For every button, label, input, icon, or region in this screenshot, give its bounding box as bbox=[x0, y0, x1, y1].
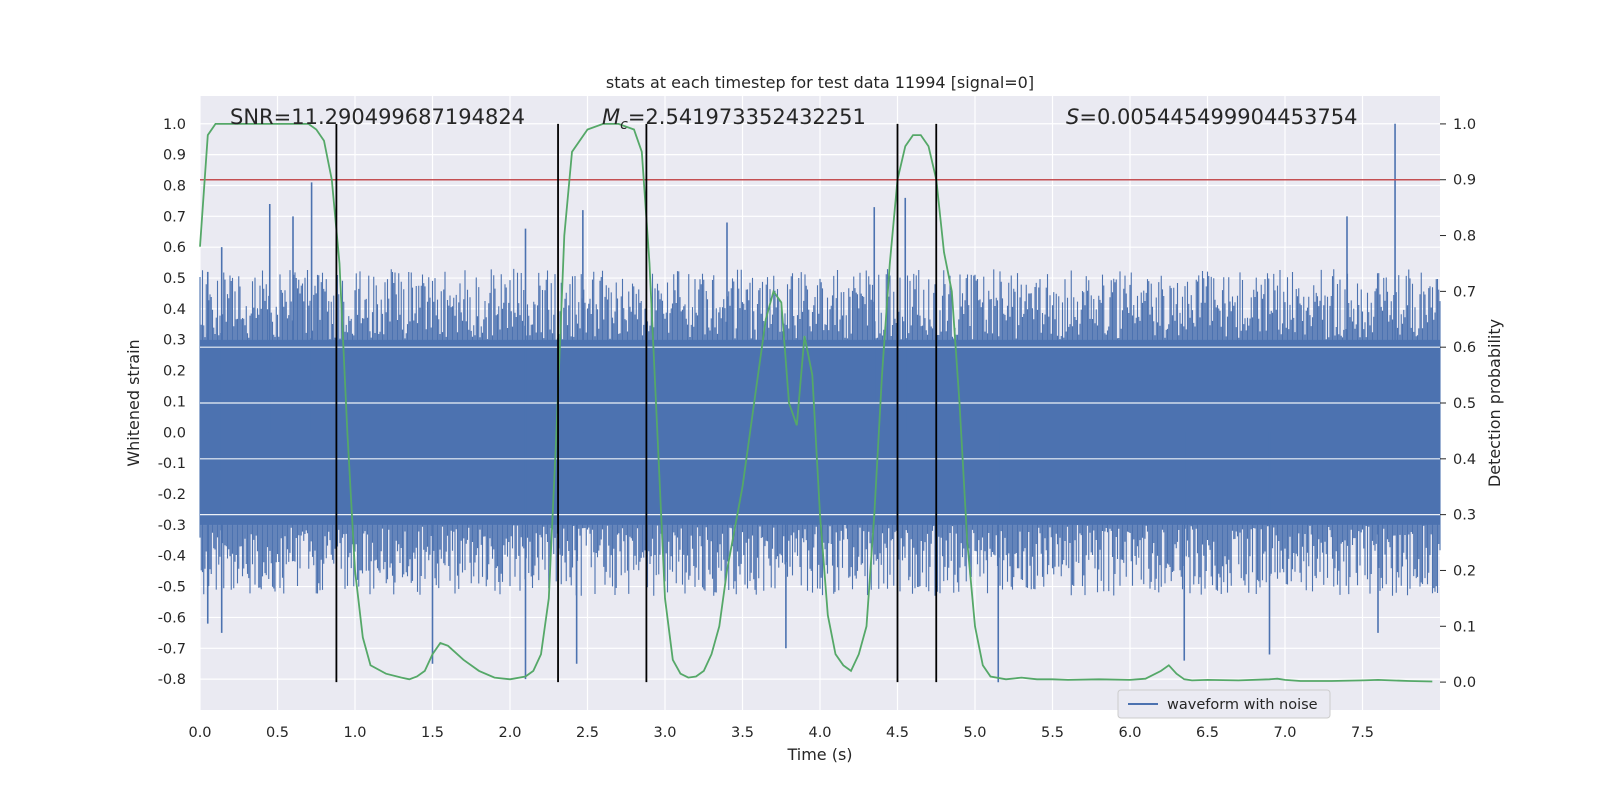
y-left-tick-label: -0.4 bbox=[158, 549, 186, 565]
probability-layer bbox=[199, 123, 1433, 683]
x-tick-label: 5.5 bbox=[1041, 725, 1064, 741]
y-left-tick-label: 0.0 bbox=[163, 425, 186, 441]
y-left-tick-label: -0.6 bbox=[158, 610, 186, 626]
vertical-markers bbox=[335, 123, 938, 683]
legend-label: waveform with noise bbox=[1167, 697, 1318, 713]
y-right-tick-label: 0.7 bbox=[1453, 284, 1476, 300]
x-tick-label: 4.5 bbox=[886, 725, 909, 741]
snr-annotation: SNR=11.290499687194824 bbox=[230, 105, 525, 129]
y-left-tick-label: -0.5 bbox=[158, 580, 186, 596]
y-left-tick-label: 1.0 bbox=[163, 117, 186, 133]
x-tick-label: 7.5 bbox=[1351, 725, 1374, 741]
y-right-tick-label: 0.9 bbox=[1453, 173, 1476, 189]
x-axis-label: Time (s) bbox=[786, 745, 852, 764]
legend-box bbox=[1117, 689, 1331, 719]
y-right-tick-label: 0.8 bbox=[1453, 229, 1476, 245]
y-left-tick-label: 0.9 bbox=[163, 148, 186, 164]
x-tick-label: 0.0 bbox=[188, 725, 211, 741]
y-right-tick-label: 0.5 bbox=[1453, 396, 1476, 412]
y-left-tick-label: 0.6 bbox=[163, 240, 186, 256]
y-left-tick-label: 0.7 bbox=[163, 209, 186, 225]
y-left-tick-label: 0.2 bbox=[163, 364, 186, 380]
y-axis-label-left: Whitened strain bbox=[124, 339, 143, 466]
x-tick-label: 5.0 bbox=[963, 725, 986, 741]
probability-line bbox=[199, 123, 1433, 683]
y-right-tick-label: 0.1 bbox=[1453, 619, 1476, 635]
chart-title: stats at each timestep for test data 119… bbox=[606, 73, 1034, 92]
y-left-tick-label: 0.5 bbox=[163, 271, 186, 287]
y-right-tick-label: 0.6 bbox=[1453, 340, 1476, 356]
y-right-tick-label: 0.2 bbox=[1453, 563, 1476, 579]
ticks: 0.0 0.5 1.0 1.5 2.0 2.5 3.0 3.5 4.0 4.5 5.0 5.5 6.0 6… bbox=[158, 117, 1476, 741]
mc-annotation: Mc=2.541973352432251 bbox=[602, 105, 866, 133]
waveform-series bbox=[199, 123, 1441, 683]
y-left-tick-label: -0.1 bbox=[158, 456, 186, 472]
y-left-tick-label: 0.1 bbox=[163, 394, 186, 410]
x-tick-label: 2.0 bbox=[498, 725, 521, 741]
y-left-tick-label: -0.8 bbox=[158, 672, 186, 688]
y-axis-label-right: Detection probability bbox=[1485, 319, 1504, 487]
legend: waveform with noise bbox=[1117, 689, 1331, 719]
x-tick-label: 7.0 bbox=[1273, 725, 1296, 741]
x-tick-label: 6.0 bbox=[1118, 725, 1141, 741]
x-tick-label: 1.0 bbox=[343, 725, 366, 741]
y-left-tick-label: -0.3 bbox=[158, 518, 186, 534]
x-tick-label: 0.5 bbox=[266, 725, 289, 741]
y-left-tick-label: -0.7 bbox=[158, 641, 186, 657]
s-annotation: S=0.005445499904453754 bbox=[1066, 105, 1357, 129]
y-left-tick-label: 0.4 bbox=[163, 302, 186, 318]
y-left-tick-label: -0.2 bbox=[158, 487, 186, 503]
y-right-tick-label: 0.3 bbox=[1453, 508, 1476, 524]
x-tick-label: 3.0 bbox=[653, 725, 676, 741]
y-left-tick-label: 0.3 bbox=[163, 333, 186, 349]
x-tick-label: 4.0 bbox=[808, 725, 831, 741]
x-tick-label: 3.5 bbox=[731, 725, 754, 741]
y-right-tick-label: 1.0 bbox=[1453, 117, 1476, 133]
x-tick-label: 6.5 bbox=[1196, 725, 1219, 741]
y-right-tick-label: 0.4 bbox=[1453, 452, 1476, 468]
x-tick-label: 2.5 bbox=[576, 725, 599, 741]
x-tick-label: 1.5 bbox=[421, 725, 444, 741]
y-right-tick-label: 0.0 bbox=[1453, 675, 1476, 691]
y-left-tick-label: 0.8 bbox=[163, 178, 186, 194]
waveform-noise bbox=[199, 268, 1441, 596]
